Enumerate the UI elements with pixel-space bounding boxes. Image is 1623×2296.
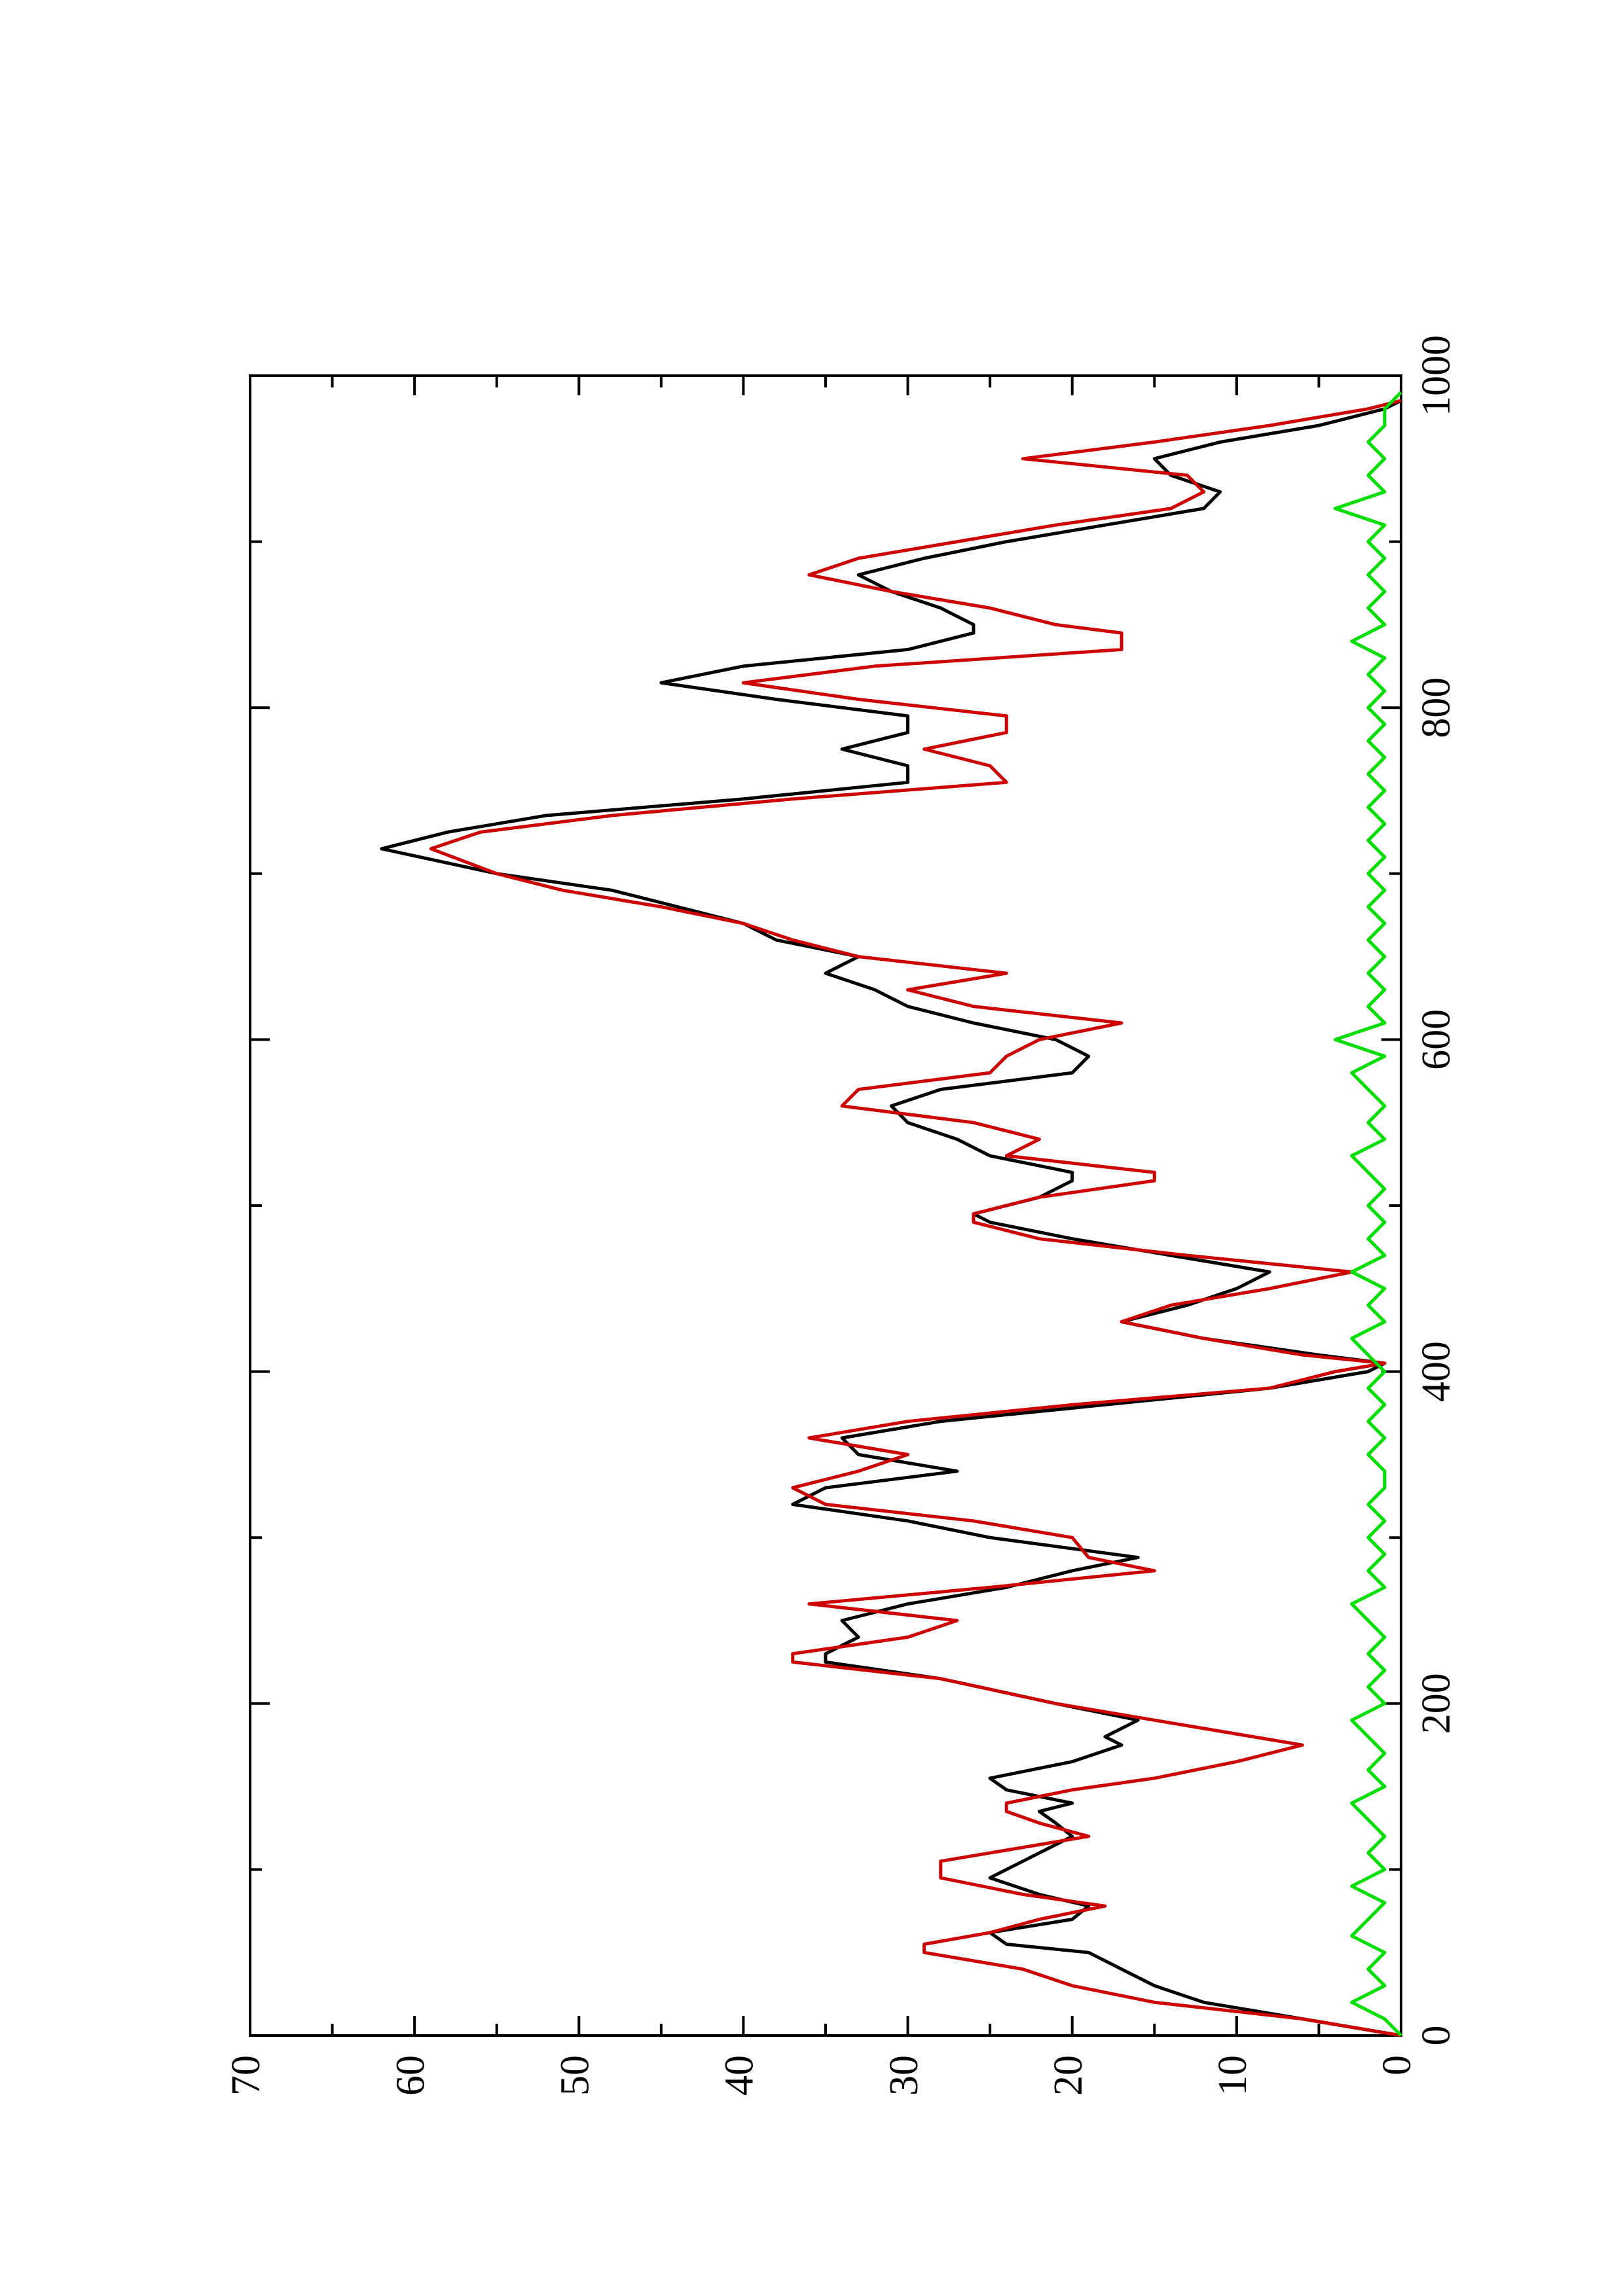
x-tick-label: 200	[1414, 1673, 1459, 1734]
x-tick-label: 400	[1414, 1341, 1459, 1402]
series-line-3	[1334, 391, 1402, 2037]
y-tick-label: 30	[882, 2055, 926, 2096]
tick-labels: 0 200 400 600 800 1000 0 10 20 30 40 50 60 70	[224, 335, 1459, 2096]
y-tick-label: 70	[224, 2055, 268, 2096]
ticks	[249, 374, 1402, 2037]
series-line-2	[429, 399, 1402, 2037]
y-tick-label: 0	[1375, 2055, 1419, 2075]
y-tick-label: 50	[553, 2055, 598, 2096]
x-tick-label: 0	[1414, 2026, 1459, 2046]
x-tick-label: 600	[1414, 1009, 1459, 1070]
x-tick-label: 1000	[1414, 335, 1459, 416]
y-tick-label: 40	[718, 2055, 762, 2096]
y-tick-label: 20	[1046, 2055, 1091, 2096]
x-tick-label: 800	[1414, 677, 1459, 738]
series-line-1	[380, 399, 1402, 2037]
series-lines	[380, 391, 1402, 2037]
y-tick-label: 60	[388, 2055, 433, 2096]
plot-frame	[249, 374, 1402, 2037]
y-tick-label: 10	[1211, 2055, 1255, 2096]
